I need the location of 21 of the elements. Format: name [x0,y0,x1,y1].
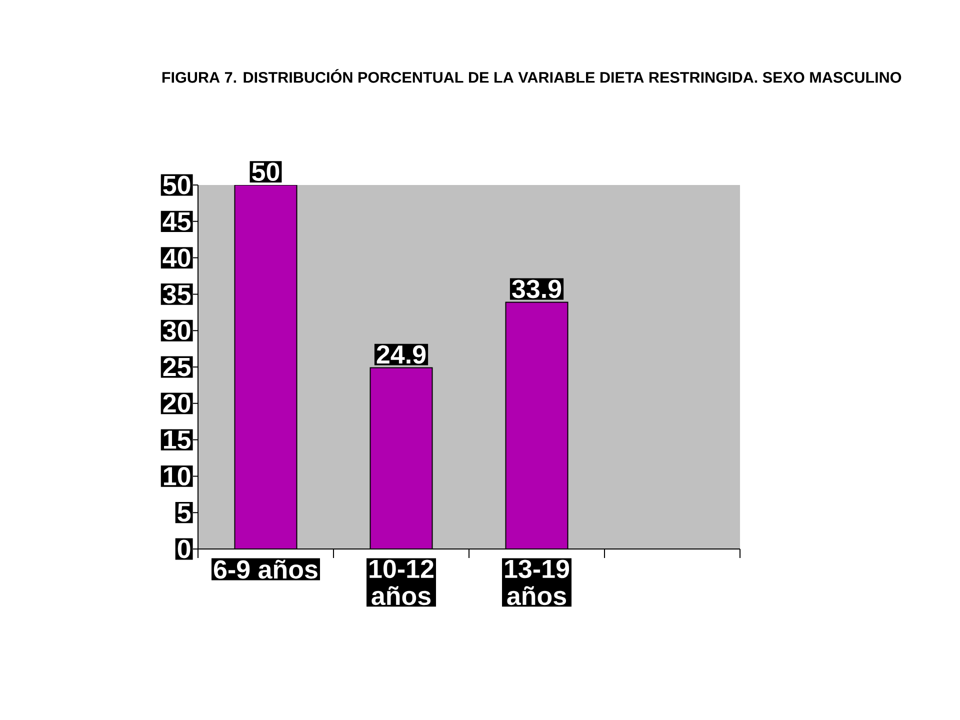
chart-title: FIGURA 7. DISTRIBUCIÓN PORCENTUAL DE LA VARIABLE DIETA RESTRINGIDA. SEXO MASCULINO [162,69,902,83]
data-label: 24.9 [376,345,426,364]
data-label: 50 [252,162,280,181]
y-tick-label: 45 [162,212,191,230]
y-tick-label: 10 [164,466,190,486]
bar [234,184,297,549]
y-tick-label: 0 [178,540,190,558]
y-tick-label: 30 [162,321,190,340]
y-tick-label: 5 [178,504,191,522]
x-tick-label: 6-9 años [214,560,318,579]
x-tick-label: 10-12 años [370,560,434,606]
bar [370,368,432,549]
x-tick-label: 13-19 años [505,560,570,606]
y-tick-label: 50 [163,176,190,194]
y-tick-label: 15 [164,430,191,449]
y-tick-label: 25 [163,358,191,376]
y-tick-label: 20 [163,394,190,413]
bar [505,302,568,549]
y-tick-label: 35 [162,284,191,304]
data-label: 33.9 [512,280,562,298]
y-tick-label: 40 [162,248,190,267]
